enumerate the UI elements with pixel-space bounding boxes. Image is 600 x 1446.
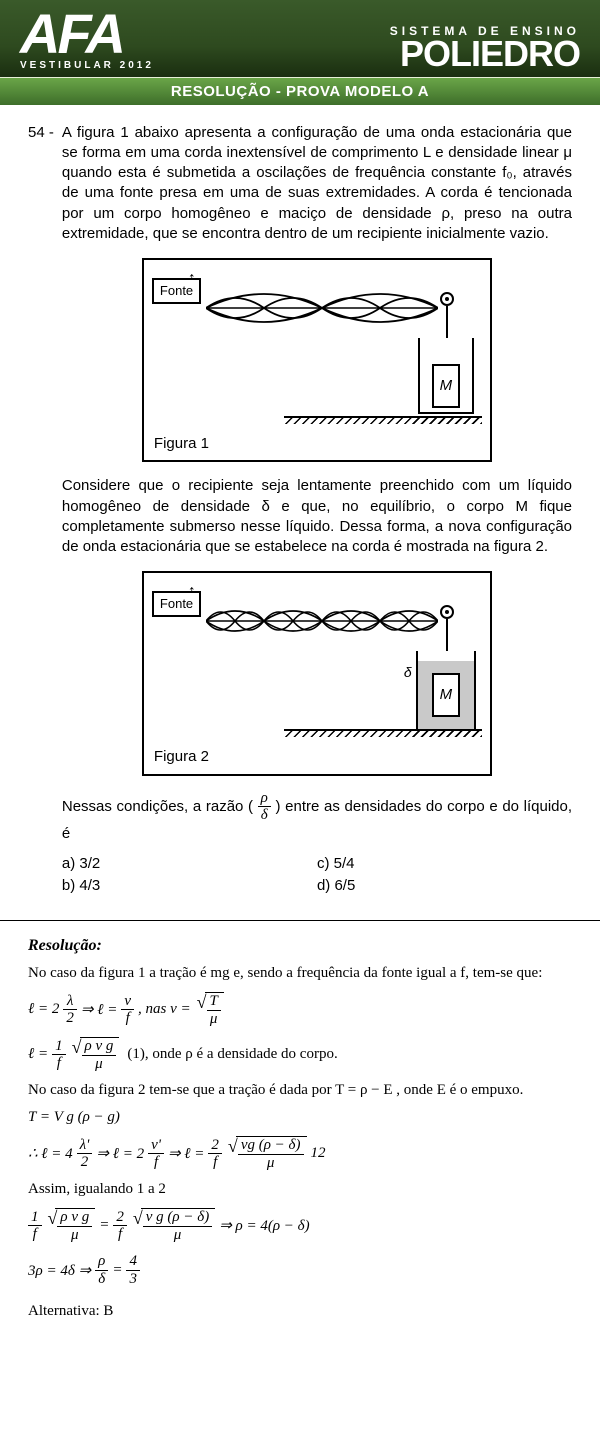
eq-3: ∴ ℓ = 4 λ'2 ⇒ ℓ = 2 v'f ⇒ ℓ = 2f vg (ρ −…	[28, 1136, 572, 1171]
solution: Resolução: No caso da figura 1 a tração …	[0, 933, 600, 1346]
separator	[0, 920, 600, 921]
eq5-mid: =	[112, 1262, 122, 1279]
eq-2: T = V g (ρ − g)	[28, 1109, 572, 1126]
eq5-2n: 4	[126, 1253, 140, 1271]
eq1a-l: ℓ = 2	[28, 1001, 59, 1018]
eq-5: 3ρ = 4δ ⇒ ρδ = 43	[28, 1253, 572, 1287]
question-para1: A figura 1 abaixo apresenta a configuraç…	[62, 123, 572, 245]
afa-block: AFA VESTIBULAR 2012	[20, 10, 154, 71]
question-number: 54 -	[28, 123, 54, 899]
option-c: c) 5/4	[317, 854, 572, 874]
afa-logo: AFA	[20, 10, 154, 58]
eq4-1n: 1	[28, 1209, 42, 1227]
option-d: d) 6/5	[317, 876, 572, 896]
eq4-s1d: μ	[57, 1227, 92, 1244]
pulley-icon-2	[440, 605, 454, 619]
eq-1b: ℓ = 1f ρ v gμ (1), onde ρ é a densidade …	[28, 1037, 572, 1072]
eq3-tail: 12	[311, 1145, 326, 1162]
eq5-1n: ρ	[95, 1253, 108, 1271]
eq4-eq: =	[99, 1217, 109, 1234]
eq3-cd: f	[208, 1154, 222, 1171]
mass-2: M	[432, 673, 460, 717]
ratio-prompt: Nessas condições, a razão ( ρδ ) entre a…	[62, 790, 572, 844]
ground-2	[284, 729, 482, 737]
options: a) 3/2 b) 4/3 c) 5/4 d) 6/5	[62, 852, 572, 899]
poliedro-logo: POLIEDRO	[390, 38, 580, 70]
fig1-label: Figura 1	[144, 430, 490, 460]
eq5-1d: δ	[95, 1271, 108, 1288]
eq1a-mid: ⇒ ℓ =	[81, 1000, 117, 1019]
eq3-sqn: vg (ρ − δ)	[238, 1137, 304, 1155]
eq1b-1d: f	[52, 1055, 66, 1072]
question-para2: Considere que o recipiente seja lentamen…	[62, 476, 572, 557]
eq4-2d: f	[113, 1226, 127, 1243]
sol-line2: No caso da figura 2 tem-se que a tração …	[28, 1082, 572, 1099]
alternative: Alternativa: B	[28, 1303, 572, 1320]
figure-2: ↑↓ Fonte	[62, 571, 572, 775]
eq3-pre: ∴ ℓ = 4	[28, 1144, 73, 1163]
eq3-mid2: ⇒ ℓ =	[168, 1144, 204, 1163]
ground-1	[284, 416, 482, 424]
header: AFA VESTIBULAR 2012 SISTEMA DE ENSINO PO…	[0, 0, 600, 105]
eq1a-rn: v	[121, 993, 134, 1011]
option-b: b) 4/3	[62, 876, 317, 896]
figure-1: ↑↓ Fonte	[62, 258, 572, 462]
eq3-cn: 2	[208, 1137, 222, 1155]
ratio-num: ρ	[258, 790, 271, 808]
wave-fig2	[206, 591, 438, 651]
eq4-s1n: ρ v g	[57, 1209, 92, 1227]
fonte-label-1: Fonte	[152, 278, 201, 304]
pulley-icon-1	[440, 292, 454, 306]
eq1b-l: ℓ =	[28, 1046, 48, 1063]
vestibular-year: VESTIBULAR 2012	[20, 60, 154, 71]
eq1a-nas: , nas v =	[138, 1001, 191, 1018]
eq-1a: ℓ = 2 λ2 ⇒ ℓ = vf , nas v = Tμ	[28, 992, 572, 1027]
question-row: 54 - A figura 1 abaixo apresenta a confi…	[28, 123, 572, 899]
eq1a-sqd: μ	[207, 1011, 221, 1028]
eq5-pre: 3ρ = 4δ ⇒	[28, 1261, 91, 1280]
header-bar: RESOLUÇÃO - PROVA MODELO A	[0, 77, 600, 105]
wave-fig1	[206, 278, 438, 338]
solution-title: Resolução:	[28, 937, 572, 955]
question-content: 54 - A figura 1 abaixo apresenta a confi…	[0, 105, 600, 909]
eq3-an: λ'	[77, 1137, 93, 1155]
question-text: A figura 1 abaixo apresenta a configuraç…	[62, 123, 572, 899]
eq1b-sqn: ρ v g	[82, 1038, 117, 1056]
mass-1: M	[432, 364, 460, 408]
eq3-mid1: ⇒ ℓ = 2	[96, 1144, 144, 1163]
eq3-sqd: μ	[238, 1155, 304, 1172]
eq4-s2n: v g (ρ − δ)	[143, 1209, 212, 1227]
eq4-tail: ⇒ ρ = 4(ρ − δ)	[219, 1216, 309, 1235]
delta-label: δ	[404, 663, 412, 682]
eq1a-rd: f	[121, 1010, 134, 1027]
poliedro-block: SISTEMA DE ENSINO POLIEDRO	[390, 24, 580, 70]
ratio-den: δ	[258, 807, 271, 824]
option-a: a) 3/2	[62, 854, 317, 874]
eq4-1d: f	[28, 1226, 42, 1243]
eq3-ad: 2	[77, 1154, 93, 1171]
eq1a-ld: 2	[63, 1010, 77, 1027]
sol-line3: Assim, igualando 1 a 2	[28, 1181, 572, 1198]
eq1b-tail: (1), onde ρ é a densidade do corpo.	[127, 1046, 337, 1063]
eq1a-sqn: T	[207, 993, 221, 1011]
eq5-2d: 3	[126, 1271, 140, 1288]
fonte-label-2: Fonte	[152, 591, 201, 617]
sol-line1: No caso da figura 1 a tração é mg e, sen…	[28, 965, 572, 982]
eq3-bd: f	[148, 1154, 164, 1171]
header-top: AFA VESTIBULAR 2012 SISTEMA DE ENSINO PO…	[0, 0, 600, 77]
eq1a-ln: λ	[63, 993, 77, 1011]
eq4-s2d: μ	[143, 1227, 212, 1244]
eq-4: 1f ρ v gμ = 2f v g (ρ − δ)μ ⇒ ρ = 4(ρ − …	[28, 1208, 572, 1243]
ratio-pre: Nessas condições, a razão (	[62, 798, 253, 815]
eq1b-1n: 1	[52, 1038, 66, 1056]
fig2-label: Figura 2	[144, 743, 490, 773]
eq3-bn: v'	[148, 1137, 164, 1155]
eq1b-sqd: μ	[82, 1056, 117, 1073]
eq4-2n: 2	[113, 1209, 127, 1227]
